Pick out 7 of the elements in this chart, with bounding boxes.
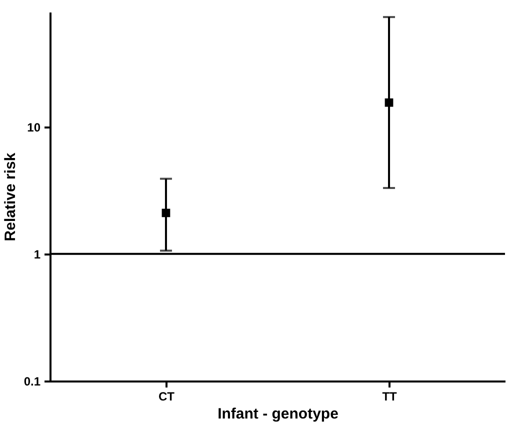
x-tick-label: CT: [158, 390, 176, 404]
x-tick-label: TT: [382, 390, 398, 404]
y-tick-label: 1: [34, 247, 41, 262]
y-axis-title: Relative risk: [2, 152, 19, 242]
y-tick-label: 0.1: [24, 374, 41, 388]
x-axis-title: Infant - genotype: [218, 406, 338, 422]
y-tick-label: 10: [27, 120, 41, 134]
